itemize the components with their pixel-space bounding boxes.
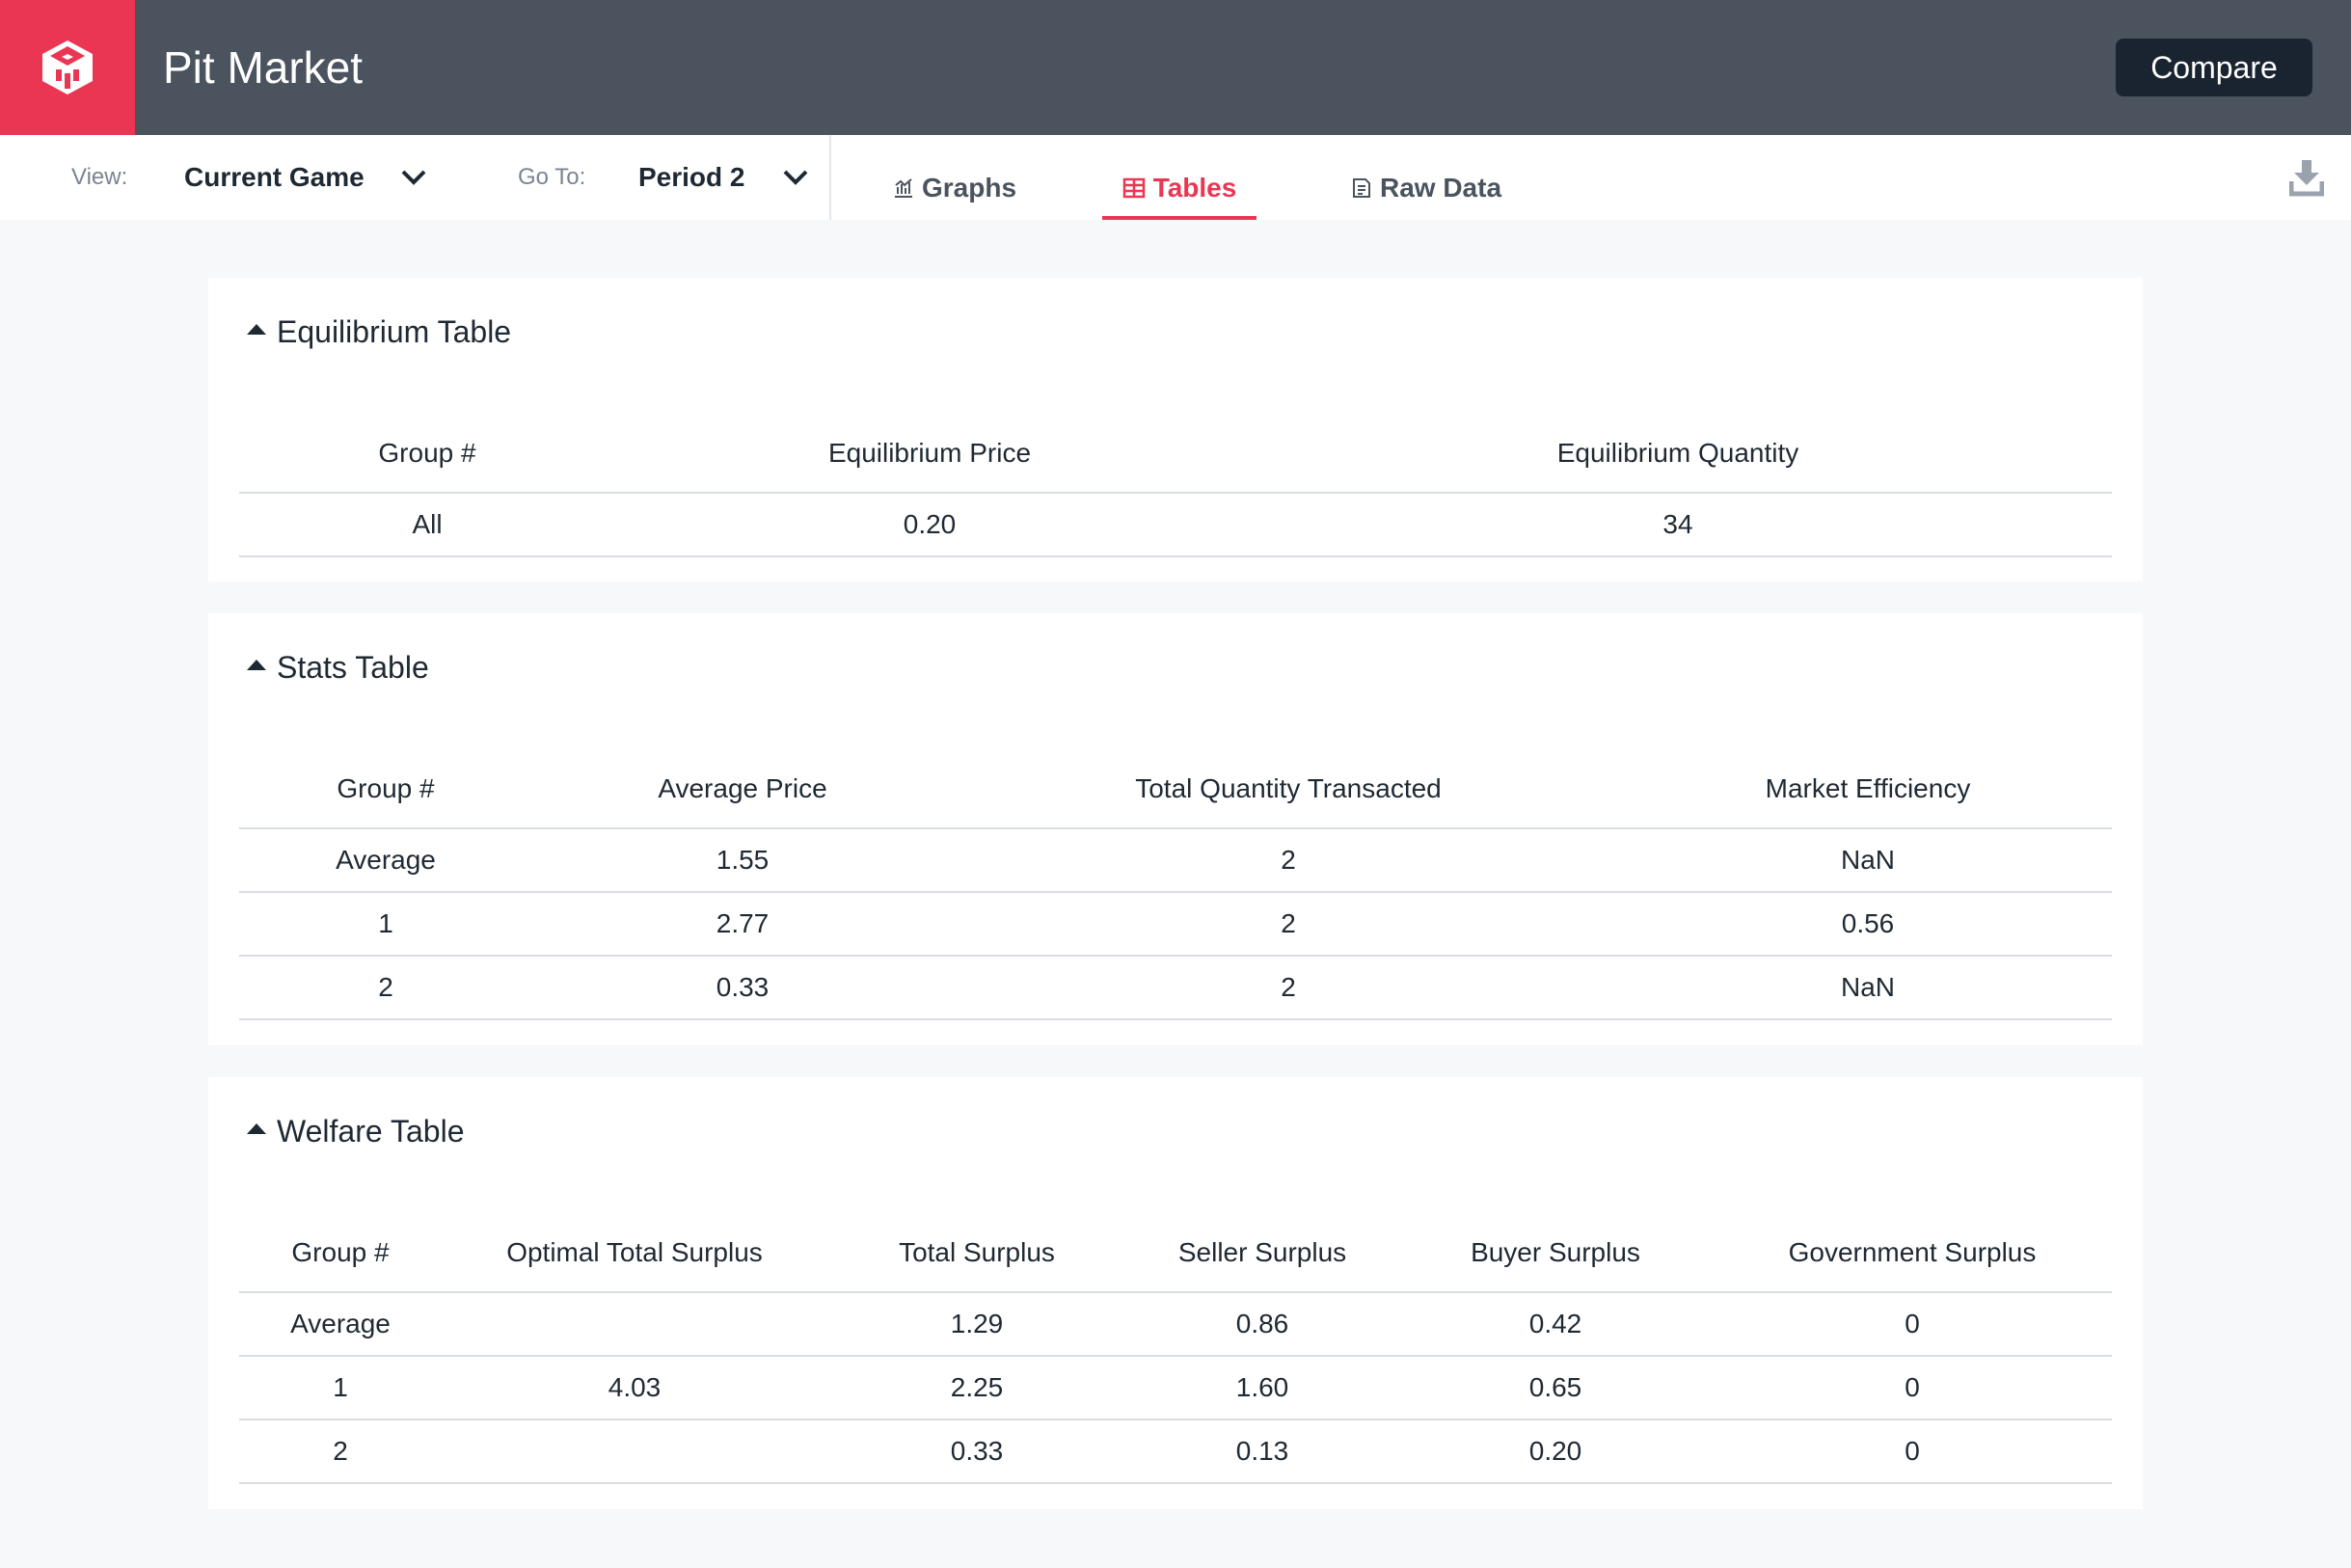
cell: 2.77	[532, 892, 953, 957]
data-icon	[1351, 177, 1372, 199]
app-header: Pit Market Compare	[0, 0, 2351, 135]
stats-table: Group # Average Price Total Quantity Tra…	[239, 750, 2112, 1020]
cell: 0.20	[1398, 1419, 1713, 1484]
stats-card: Stats Table Group # Average Price Total …	[208, 613, 2143, 1045]
welfare-title: Welfare Table	[277, 1113, 465, 1149]
stats-toggle[interactable]: Stats Table	[247, 640, 429, 694]
cell: 0.33	[827, 1419, 1126, 1484]
cell: 0.86	[1126, 1292, 1398, 1357]
app-logo[interactable]	[0, 0, 135, 135]
view-select[interactable]: Current Game	[184, 162, 365, 192]
welfare-table: Group # Optimal Total Surplus Total Surp…	[239, 1214, 2112, 1484]
cell: 0	[1713, 1419, 2112, 1484]
cell: 2	[239, 956, 532, 1020]
cell: 0.13	[1126, 1419, 1398, 1484]
cell: 0.56	[1624, 892, 2112, 957]
col-header: Government Surplus	[1713, 1214, 2112, 1293]
col-header: Total Surplus	[827, 1214, 1126, 1293]
cell: 2	[953, 828, 1624, 893]
col-header: Group #	[239, 415, 615, 494]
table-icon	[1122, 177, 1146, 199]
cell: 0	[1713, 1292, 2112, 1357]
equilibrium-card: Equilibrium Table Group # Equilibrium Pr…	[208, 278, 2143, 581]
col-header: Buyer Surplus	[1398, 1214, 1713, 1293]
download-icon[interactable]	[2289, 135, 2324, 220]
toolbar-divider	[829, 135, 831, 220]
col-header: Seller Surplus	[1126, 1214, 1398, 1293]
cell	[442, 1292, 827, 1357]
col-header: Optimal Total Surplus	[442, 1214, 827, 1293]
col-header: Average Price	[532, 750, 953, 829]
equilibrium-table: Group # Equilibrium Price Equilibrium Qu…	[239, 415, 2112, 557]
col-header: Equilibrium Price	[615, 415, 1244, 494]
table-row: All 0.20 34	[239, 493, 2112, 557]
cell: 1	[239, 892, 532, 957]
table-row: Average 1.29 0.86 0.42 0	[239, 1292, 2112, 1357]
chart-icon	[893, 177, 914, 199]
tab-raw-data-label: Raw Data	[1379, 173, 1502, 203]
cell: Average	[239, 828, 532, 893]
caret-up-icon	[247, 323, 266, 335]
table-row: 1 4.03 2.25 1.60 0.65 0	[239, 1356, 2112, 1420]
app-title: Pit Market	[163, 42, 364, 93]
cell: 2.25	[827, 1356, 1126, 1420]
tab-tables[interactable]: Tables	[1102, 135, 1257, 220]
cell: 1.29	[827, 1292, 1126, 1357]
cell: 0.65	[1398, 1356, 1713, 1420]
table-row: Average 1.55 2 NaN	[239, 828, 2112, 893]
cell: 34	[1244, 493, 2112, 557]
goto-label: Go To:	[518, 164, 586, 190]
goto-chevron-down-icon[interactable]	[781, 135, 810, 220]
col-header: Group #	[239, 1214, 442, 1293]
cell: 2	[239, 1419, 442, 1484]
cell: 4.03	[442, 1356, 827, 1420]
view-label: View:	[71, 164, 128, 190]
tab-graphs-label: Graphs	[921, 173, 1017, 203]
col-header: Group #	[239, 750, 532, 829]
cell: 1.55	[532, 828, 953, 893]
cell: 0.20	[615, 493, 1244, 557]
cell: All	[239, 493, 615, 557]
cell: NaN	[1624, 956, 2112, 1020]
equilibrium-toggle[interactable]: Equilibrium Table	[247, 305, 511, 359]
cell: 2	[953, 892, 1624, 957]
toolbar: View: Current Game Go To: Period 2 Graph…	[0, 135, 2351, 220]
col-header: Total Quantity Transacted	[953, 750, 1624, 829]
tab-tables-label: Tables	[1152, 173, 1237, 203]
caret-up-icon	[247, 1122, 266, 1134]
table-row: 2 0.33 2 NaN	[239, 956, 2112, 1020]
tab-raw-data[interactable]: Raw Data	[1344, 135, 1508, 220]
cell: 1.60	[1126, 1356, 1398, 1420]
col-header: Market Efficiency	[1624, 750, 2112, 829]
cell: NaN	[1624, 828, 2112, 893]
welfare-toggle[interactable]: Welfare Table	[247, 1104, 464, 1158]
caret-up-icon	[247, 659, 266, 670]
col-header: Equilibrium Quantity	[1244, 415, 2112, 494]
equilibrium-title: Equilibrium Table	[277, 313, 512, 349]
stats-title: Stats Table	[277, 649, 429, 685]
table-row: 1 2.77 2 0.56	[239, 892, 2112, 957]
tab-graphs[interactable]: Graphs	[878, 135, 1032, 220]
logo-cube-icon	[42, 41, 93, 95]
cell	[442, 1419, 827, 1484]
cell: 0.33	[532, 956, 953, 1020]
view-chevron-down-icon[interactable]	[399, 135, 428, 220]
cell: 2	[953, 956, 1624, 1020]
cell: 0	[1713, 1356, 2112, 1420]
cell: 1	[239, 1356, 442, 1420]
goto-select[interactable]: Period 2	[638, 162, 745, 192]
table-row: 2 0.33 0.13 0.20 0	[239, 1419, 2112, 1484]
cell: Average	[239, 1292, 442, 1357]
welfare-card: Welfare Table Group # Optimal Total Surp…	[208, 1077, 2143, 1509]
compare-button[interactable]: Compare	[2116, 39, 2312, 96]
cell: 0.42	[1398, 1292, 1713, 1357]
